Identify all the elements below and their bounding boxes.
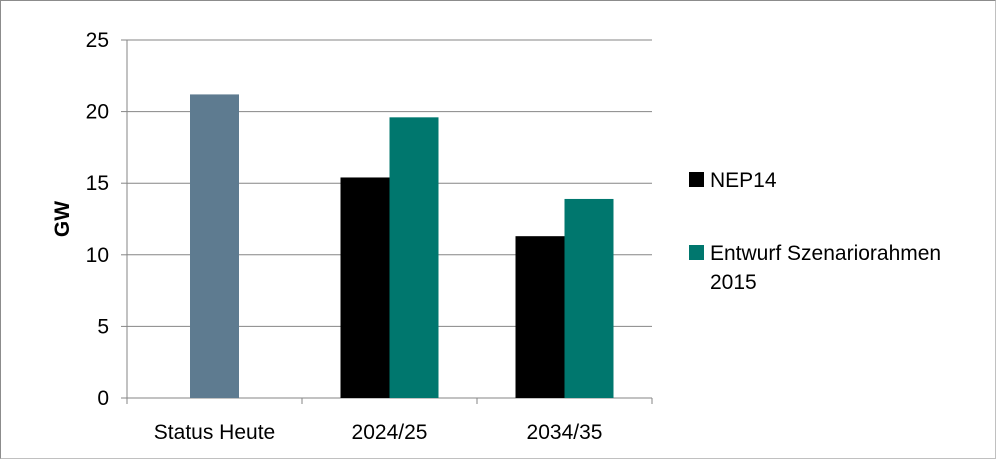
bar-0-0	[190, 94, 239, 398]
legend-swatch-entwurf	[689, 245, 704, 260]
bar-1-1	[340, 177, 390, 398]
x-tick-label-2: 2034/35	[527, 421, 603, 444]
bar-2-2	[564, 198, 614, 398]
y-tick-label-25: 25	[86, 29, 109, 52]
legend-label-entwurf: Entwurf Szenariorahmen 2015	[710, 242, 942, 294]
y-tick-label-5: 5	[97, 315, 109, 338]
legend-item-nep14: NEP14	[689, 166, 989, 195]
y-axis-title: GW	[51, 201, 74, 237]
legend: NEP14 Entwurf Szenariorahmen 2015	[689, 166, 989, 341]
y-tick-label-15: 15	[86, 172, 109, 195]
x-tick-label-1: 2024/25	[352, 421, 428, 444]
legend-swatch-nep14	[689, 172, 704, 187]
bar-1-2	[515, 236, 565, 398]
y-tick-label-20: 20	[86, 101, 109, 124]
y-tick-label-0: 0	[97, 387, 109, 410]
legend-label-nep14: NEP14	[710, 169, 777, 192]
bar-2-1	[389, 117, 439, 398]
legend-item-entwurf: Entwurf Szenariorahmen 2015	[689, 239, 989, 297]
y-tick-label-10: 10	[86, 244, 109, 267]
x-tick-label-0: Status Heute	[154, 421, 275, 444]
